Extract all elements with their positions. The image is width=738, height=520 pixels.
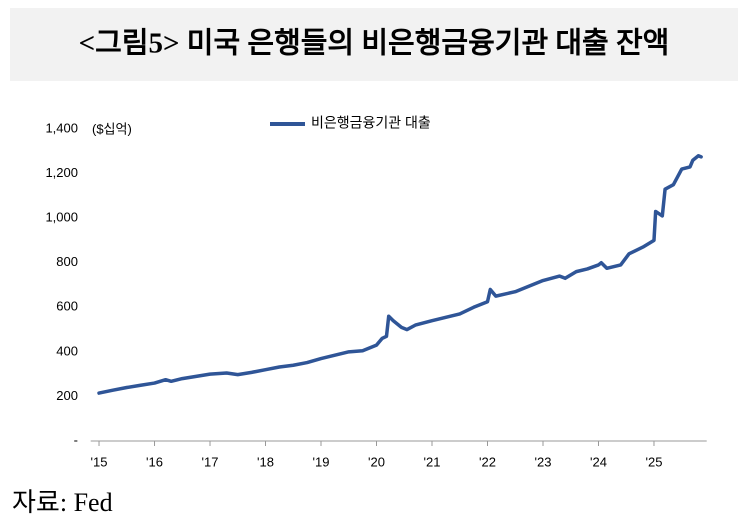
x-tick-label: '16 [146, 454, 163, 469]
y-tick-label: - [74, 432, 78, 447]
x-tick-label: '25 [646, 454, 663, 469]
y-tick-label: 200 [56, 388, 78, 403]
y-tick-label: 800 [56, 254, 78, 269]
x-tick-label: '23 [535, 454, 552, 469]
source: 자료: Fed [12, 488, 113, 517]
x-tick-label: '24 [590, 454, 607, 469]
x-tick-label: '22 [479, 454, 496, 469]
y-tick-label: 400 [56, 343, 78, 358]
x-tick-label: '18 [257, 454, 274, 469]
x-tick-label: '19 [313, 454, 330, 469]
y-tick-label: 600 [56, 299, 78, 314]
x-tick-label: '15 [91, 454, 108, 469]
y-tick-label: 1,000 [45, 210, 78, 225]
y-tick-label: 1,400 [45, 120, 78, 135]
chart-title: <그림5> 미국 은행들의 비은행금융기관 대출 잔액 [79, 27, 670, 60]
y-tick-label: 1,200 [45, 165, 78, 180]
unit-label: ($십억) [92, 121, 132, 136]
x-tick-label: '17 [202, 454, 219, 469]
legend-label: 비은행금융기관 대출 [311, 115, 431, 131]
title-bar [10, 8, 738, 81]
x-tick-label: '21 [424, 454, 441, 469]
data-line [97, 153, 703, 395]
x-tick-label: '20 [368, 454, 385, 469]
